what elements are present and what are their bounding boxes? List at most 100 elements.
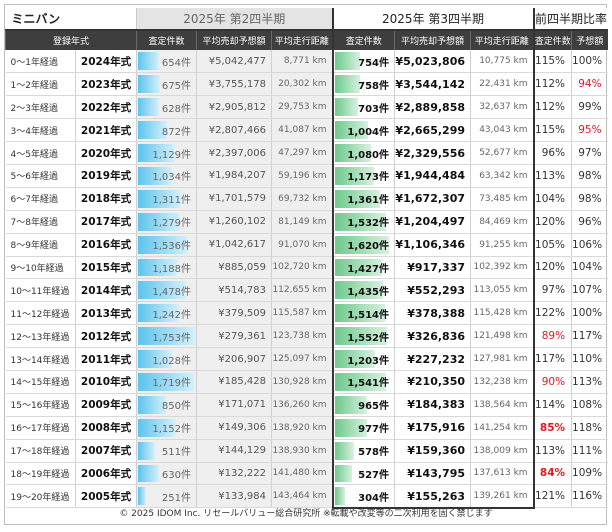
prev-count-cell: 628件 (136, 95, 197, 120)
model-year: 2012年式 (74, 324, 137, 349)
prev-count-bar (138, 418, 176, 437)
cur-price: ¥3,544,142 (394, 72, 471, 97)
age-label: 1～2年経過 (5, 72, 76, 97)
model-year: 2017年式 (74, 210, 137, 234)
cur-distance: 141,254 km (470, 416, 535, 440)
cur-count-value: 578件 (358, 447, 390, 459)
cur-price: ¥1,204,497 (394, 210, 471, 234)
col-header-cur-dist: 平均走行距離 (470, 30, 535, 50)
prev-count-cell: 1,152件 (136, 416, 197, 440)
cur-distance: 127,981 km (470, 347, 535, 371)
cur-count-value: 1,620件 (347, 241, 390, 253)
age-label: 12～13年経過 (5, 324, 76, 349)
table-row: 3～4年経過 2021年式 872件 ¥2,807,466 41,087 km 1,004… (5, 118, 608, 143)
cur-count-bar (334, 372, 387, 391)
prev-count-bar (138, 212, 180, 231)
cur-count-cell: 1,173件 (331, 164, 395, 188)
cur-count-value: 1,552件 (347, 332, 390, 344)
prev-count-cell: 675件 (136, 72, 197, 97)
prev-distance: 29,753 km (271, 95, 333, 120)
cur-price: ¥175,916 (394, 416, 471, 440)
cur-count-cell: 1,541件 (331, 370, 395, 394)
cur-quarter-header: 2025年 第3四半期 (331, 8, 535, 31)
cur-count-value: 1,361件 (347, 195, 390, 207)
ratio-price: 99% (571, 95, 608, 120)
prev-distance: 47,297 km (271, 141, 333, 165)
prev-count-bar (138, 304, 179, 323)
prev-distance: 69,732 km (271, 187, 333, 211)
cur-count-bar (334, 487, 345, 505)
cur-price: ¥917,337 (394, 256, 471, 280)
cur-count-value: 977件 (358, 424, 390, 436)
prev-count-value: 654件 (161, 57, 192, 69)
prev-distance: 138,920 km (271, 416, 333, 440)
prev-count-value: 1,478件 (152, 286, 192, 298)
prev-count-bar (138, 144, 176, 162)
ratio-count: 115% (533, 50, 572, 74)
ratio-count: 121% (533, 484, 572, 509)
age-label: 6～7年経過 (5, 187, 76, 211)
cur-count-bar (334, 98, 359, 117)
prev-count-value: 675件 (161, 80, 192, 92)
prev-price: ¥379,509 (196, 301, 272, 326)
cur-distance: 63,342 km (470, 164, 535, 188)
cur-count-bar (334, 212, 386, 231)
cur-count-bar (334, 464, 353, 483)
table-row: 18～19年経過 2006年式 630件 ¥132,222 141,480 km 527件… (5, 462, 608, 486)
model-year: 2019年式 (74, 164, 137, 188)
age-label: 19～20年経過 (5, 484, 76, 509)
cur-count-cell: 1,435件 (331, 278, 395, 303)
age-label: 15～16年経過 (5, 393, 76, 417)
ratio-count: 122% (533, 301, 572, 326)
prev-count-cell: 1,536件 (136, 233, 197, 257)
prev-count-bar (138, 327, 196, 346)
ratio-price: 100% (571, 301, 608, 326)
cur-price: ¥552,293 (394, 278, 471, 303)
cur-price: ¥326,836 (394, 324, 471, 349)
ratio-price: 98% (571, 187, 608, 211)
cur-count-bar (334, 395, 367, 414)
model-year: 2009年式 (74, 393, 137, 417)
age-label: 17～18年経過 (5, 439, 76, 463)
cur-price: ¥378,388 (394, 301, 471, 326)
cur-distance: 84,469 km (470, 210, 535, 234)
cur-count-cell: 703件 (331, 95, 395, 120)
age-label: 7～8年経過 (5, 210, 76, 234)
prev-count-cell: 630件 (136, 462, 197, 486)
prev-price: ¥185,428 (196, 370, 272, 394)
table-row: 4～5年経過 2020年式 1,129件 ¥2,397,006 47,297 km 1,0… (5, 141, 608, 165)
model-year: 2006年式 (74, 462, 137, 486)
cur-count-bar (334, 281, 383, 300)
prev-distance: 8,771 km (271, 50, 333, 74)
prev-distance: 143,464 km (271, 484, 333, 509)
table-row: 15～16年経過 2009年式 850件 ¥171,071 136,260 km 965件… (5, 393, 608, 417)
cur-count-value: 527件 (358, 469, 390, 481)
cur-count-bar (334, 258, 383, 277)
cur-count-bar (334, 350, 375, 368)
prev-count-bar (138, 75, 161, 94)
cur-count-bar (334, 235, 389, 254)
cur-distance: 132,238 km (470, 370, 535, 394)
col-header-cur-price: 平均売却予想額 (394, 30, 471, 50)
model-year: 2007年式 (74, 439, 137, 463)
prev-price: ¥149,306 (196, 416, 272, 440)
ratio-count: 117% (533, 347, 572, 371)
table-row: 5～6年経過 2019年式 1,034件 ¥1,984,207 59,196 km 1,1… (5, 164, 608, 188)
table-row: 6～7年経過 2018年式 1,311件 ¥1,701,579 69,732 km 1,3… (5, 187, 608, 211)
ratio-price: 108% (571, 393, 608, 417)
model-year: 2022年式 (74, 95, 137, 120)
cur-count-cell: 1,514件 (331, 301, 395, 326)
prev-price: ¥1,701,579 (196, 187, 272, 211)
cur-count-bar (334, 304, 386, 323)
prev-count-cell: 850件 (136, 393, 197, 417)
prev-count-cell: 1,188件 (136, 256, 197, 280)
prev-price: ¥2,905,812 (196, 95, 272, 120)
prev-count-bar (138, 372, 195, 391)
prev-count-value: 1,719件 (152, 378, 192, 390)
col-header-ratio-count: 査定件数 (533, 30, 572, 50)
prev-price: ¥171,071 (196, 393, 272, 417)
prev-count-bar (138, 189, 181, 208)
cur-price: ¥227,232 (394, 347, 471, 371)
prev-count-bar (138, 441, 155, 460)
prev-count-cell: 1,129件 (136, 141, 197, 165)
